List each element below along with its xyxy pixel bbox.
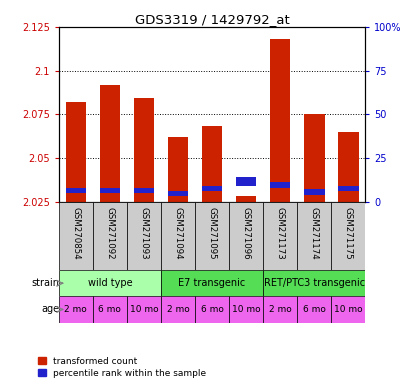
- Bar: [127, 296, 161, 323]
- Bar: [236, 196, 256, 202]
- Bar: [229, 296, 263, 323]
- Text: E7 transgenic: E7 transgenic: [178, 278, 246, 288]
- Bar: [338, 186, 359, 191]
- Bar: [304, 114, 325, 202]
- Bar: [59, 202, 93, 270]
- Text: GSM271092: GSM271092: [105, 207, 114, 260]
- Title: GDS3319 / 1429792_at: GDS3319 / 1429792_at: [135, 13, 289, 26]
- Bar: [338, 132, 359, 202]
- Bar: [168, 191, 188, 196]
- Text: 6 mo: 6 mo: [201, 305, 223, 314]
- Bar: [161, 296, 195, 323]
- Bar: [161, 202, 195, 270]
- Bar: [304, 189, 325, 195]
- Bar: [270, 182, 291, 187]
- Bar: [93, 202, 127, 270]
- Bar: [195, 202, 229, 270]
- Bar: [127, 202, 161, 270]
- Bar: [93, 296, 127, 323]
- Bar: [229, 202, 263, 270]
- Bar: [66, 102, 86, 202]
- Bar: [263, 202, 297, 270]
- Bar: [331, 202, 365, 270]
- Bar: [134, 187, 154, 193]
- Bar: [202, 126, 222, 202]
- Bar: [100, 84, 120, 202]
- Text: wild type: wild type: [88, 278, 132, 288]
- Text: GSM271173: GSM271173: [276, 207, 285, 260]
- Text: 2 mo: 2 mo: [64, 305, 87, 314]
- Bar: [59, 296, 93, 323]
- Text: age: age: [41, 305, 60, 314]
- Bar: [331, 296, 365, 323]
- Bar: [297, 296, 331, 323]
- Text: 2 mo: 2 mo: [167, 305, 189, 314]
- Text: GSM271096: GSM271096: [241, 207, 251, 260]
- Text: RET/PTC3 transgenic: RET/PTC3 transgenic: [264, 278, 365, 288]
- Bar: [263, 270, 365, 296]
- Bar: [134, 98, 154, 202]
- Text: 6 mo: 6 mo: [98, 305, 121, 314]
- Text: GSM271095: GSM271095: [207, 207, 217, 260]
- Text: strain: strain: [32, 278, 60, 288]
- Text: 10 mo: 10 mo: [130, 305, 158, 314]
- Bar: [236, 177, 256, 186]
- Bar: [270, 39, 291, 202]
- Bar: [100, 187, 120, 193]
- Text: GSM271094: GSM271094: [173, 207, 183, 260]
- Bar: [66, 187, 86, 193]
- Text: GSM271174: GSM271174: [310, 207, 319, 260]
- Bar: [202, 186, 222, 191]
- Bar: [195, 296, 229, 323]
- Text: GSM271175: GSM271175: [344, 207, 353, 260]
- Bar: [168, 137, 188, 202]
- Bar: [263, 296, 297, 323]
- Text: 10 mo: 10 mo: [232, 305, 260, 314]
- Bar: [59, 270, 161, 296]
- Text: 10 mo: 10 mo: [334, 305, 363, 314]
- Text: GSM271093: GSM271093: [139, 207, 148, 260]
- Text: 2 mo: 2 mo: [269, 305, 291, 314]
- Text: GSM270854: GSM270854: [71, 207, 80, 260]
- Bar: [297, 202, 331, 270]
- Text: 6 mo: 6 mo: [303, 305, 326, 314]
- Legend: transformed count, percentile rank within the sample: transformed count, percentile rank withi…: [38, 357, 207, 377]
- Bar: [161, 270, 263, 296]
